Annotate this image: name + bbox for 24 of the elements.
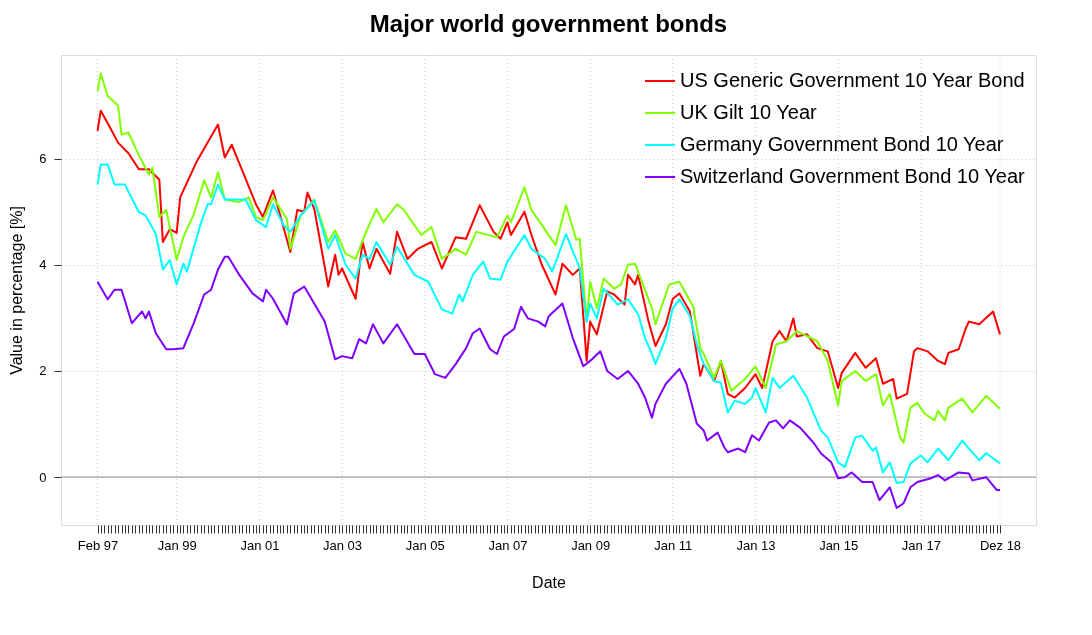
x-tick-label: Jan 15	[819, 537, 859, 553]
y-axis-title: Value in percentage [%]	[8, 206, 26, 375]
x-tick-label: Jan 13	[736, 537, 776, 553]
y-tick-label: 0	[39, 469, 47, 485]
y-tick-label: 2	[39, 363, 47, 379]
x-tick-label: Jan 03	[323, 537, 363, 553]
chart-title: Major world government bonds	[369, 9, 728, 37]
line-series	[96, 255, 1002, 510]
x-tick-label: Jan 99	[157, 537, 197, 553]
x-tick-label: Dez 18	[979, 537, 1022, 553]
legend-label: US Generic Government 10 Year Bond	[680, 69, 1025, 91]
x-tick-label: Jan 07	[488, 537, 528, 553]
legend-label: Switzerland Government Bond 10 Year	[680, 165, 1025, 187]
x-tick-label: Jan 09	[571, 537, 611, 553]
legend-label: Germany Government Bond 10 Year	[680, 133, 1004, 155]
x-tick-label: Jan 05	[405, 537, 445, 553]
x-tick-label: Jan 11	[654, 537, 693, 553]
x-axis-title: Date	[532, 573, 566, 591]
x-tick-label: Feb 97	[77, 537, 119, 553]
x-tick-label: Jan 01	[240, 537, 280, 553]
y-tick-label: 6	[39, 151, 47, 167]
x-tick-label: Jan 17	[901, 537, 941, 553]
legend-label: UK Gilt 10 Year	[680, 101, 818, 123]
y-tick-label: 4	[39, 257, 47, 273]
